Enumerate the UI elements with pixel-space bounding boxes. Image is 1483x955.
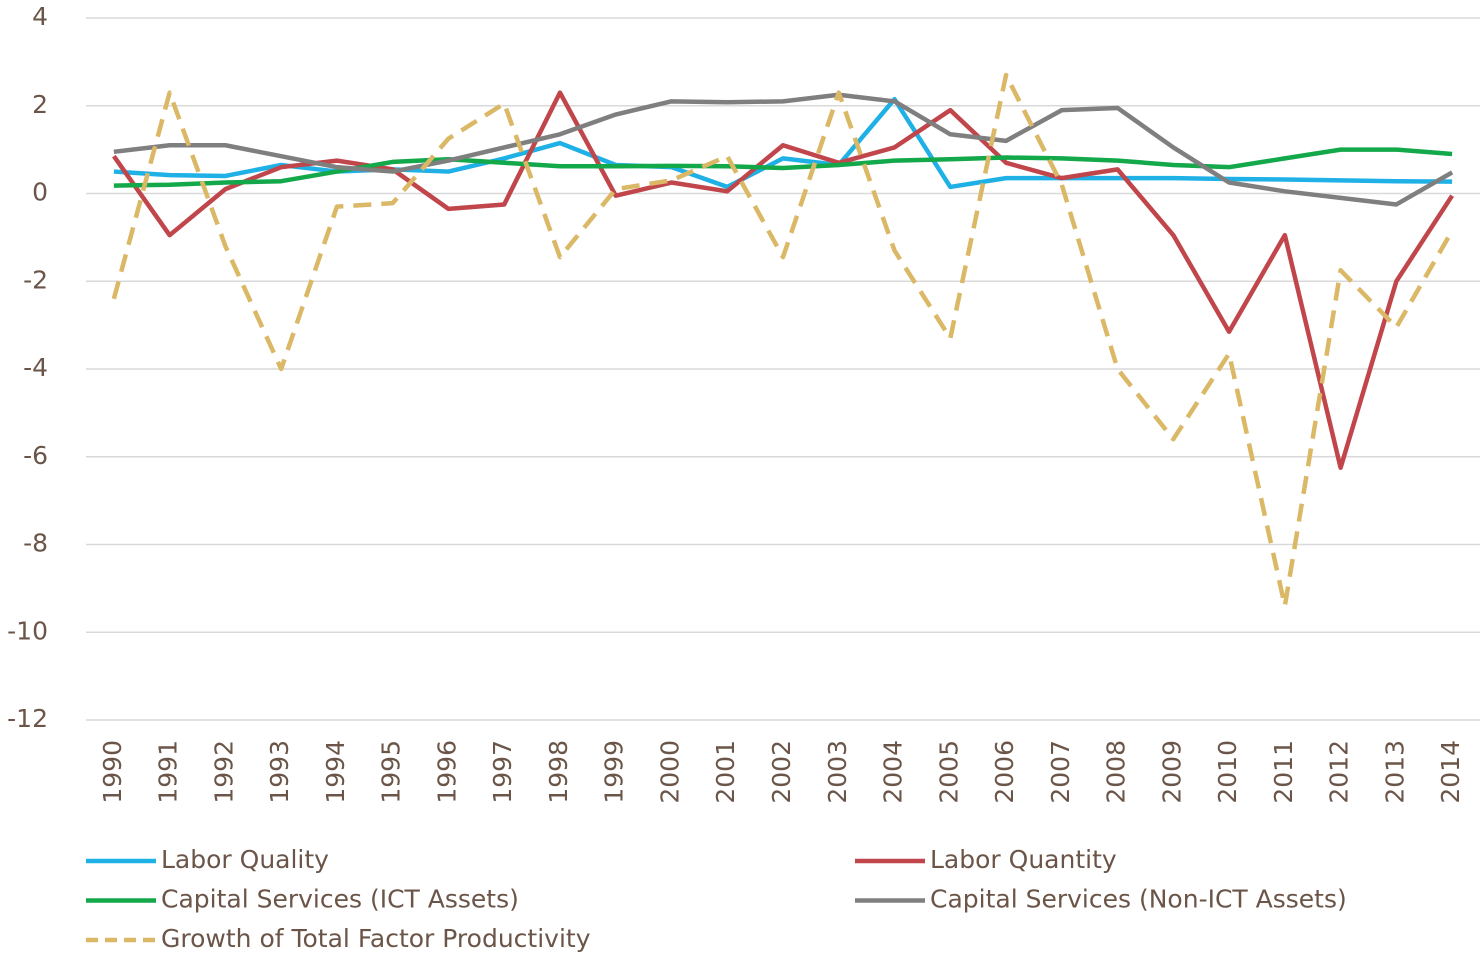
x-tick-label: 2001 xyxy=(711,740,740,804)
legend-label: Labor Quantity xyxy=(930,845,1117,874)
legend-label: Capital Services (ICT Assets) xyxy=(161,885,519,914)
x-tick-label: 2004 xyxy=(879,740,908,804)
x-tick-label: 1998 xyxy=(544,740,573,804)
x-tick-label: 1991 xyxy=(154,740,183,804)
x-tick-label: 2008 xyxy=(1102,740,1131,804)
series-line xyxy=(113,92,1454,207)
x-tick-label: 1997 xyxy=(488,740,517,804)
x-tick-label: 2013 xyxy=(1380,740,1409,804)
y-tick-label: 4 xyxy=(32,2,48,31)
x-tick-label: 2011 xyxy=(1269,740,1298,804)
y-tick-label: -2 xyxy=(23,265,48,294)
x-tick-label: 2010 xyxy=(1213,740,1242,804)
x-tick-label: 2002 xyxy=(767,740,796,804)
x-tick-label: 2005 xyxy=(934,740,963,804)
y-tick-label: 2 xyxy=(32,90,48,119)
x-tick-label: 1999 xyxy=(600,740,629,804)
x-tick-label: 2012 xyxy=(1325,740,1354,804)
x-tick-label: 1993 xyxy=(265,740,294,804)
x-tick-label: 1995 xyxy=(377,740,406,804)
y-tick-label: 0 xyxy=(32,178,48,207)
x-tick-label: 2014 xyxy=(1436,740,1465,804)
x-tick-label: 1994 xyxy=(321,740,350,804)
y-tick-label: -10 xyxy=(7,616,48,645)
x-tick-label: 2003 xyxy=(823,740,852,804)
legend-label: Growth of Total Factor Productivity xyxy=(161,924,591,953)
series-line xyxy=(112,90,1455,470)
x-tick-label: 2009 xyxy=(1157,740,1186,804)
x-tick-label: 1992 xyxy=(209,740,238,804)
x-tick-label: 2007 xyxy=(1046,740,1075,804)
legend-label: Capital Services (Non-ICT Assets) xyxy=(930,885,1347,914)
y-tick-label: -6 xyxy=(23,441,48,470)
x-tick-label: 2000 xyxy=(655,740,684,804)
x-tick-label: 1996 xyxy=(432,740,461,804)
y-tick-label: -4 xyxy=(23,353,48,382)
legend-label: Labor Quality xyxy=(161,845,329,874)
series-line xyxy=(111,72,1455,609)
x-tick-label: 1990 xyxy=(98,740,127,804)
x-tick-label: 2006 xyxy=(990,740,1019,804)
y-tick-label: -8 xyxy=(23,529,48,558)
y-tick-label: -12 xyxy=(7,704,48,733)
series-line xyxy=(113,147,1453,188)
